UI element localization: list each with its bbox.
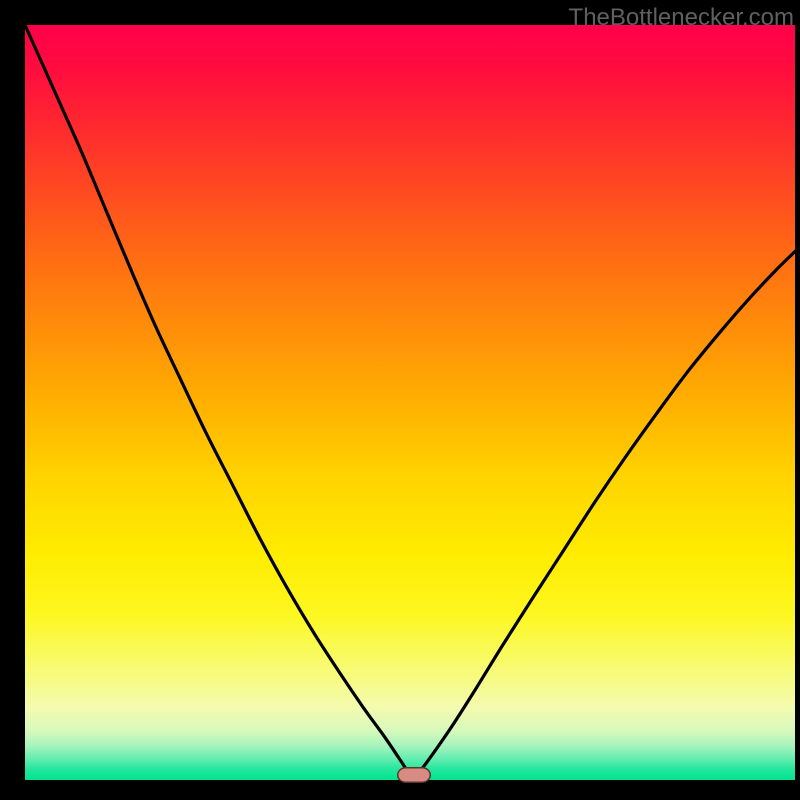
watermark-text: TheBottlenecker.com: [569, 4, 794, 32]
bottleneck-curve: [25, 25, 795, 780]
optimum-marker: [397, 767, 431, 783]
plot-area: [25, 25, 795, 780]
